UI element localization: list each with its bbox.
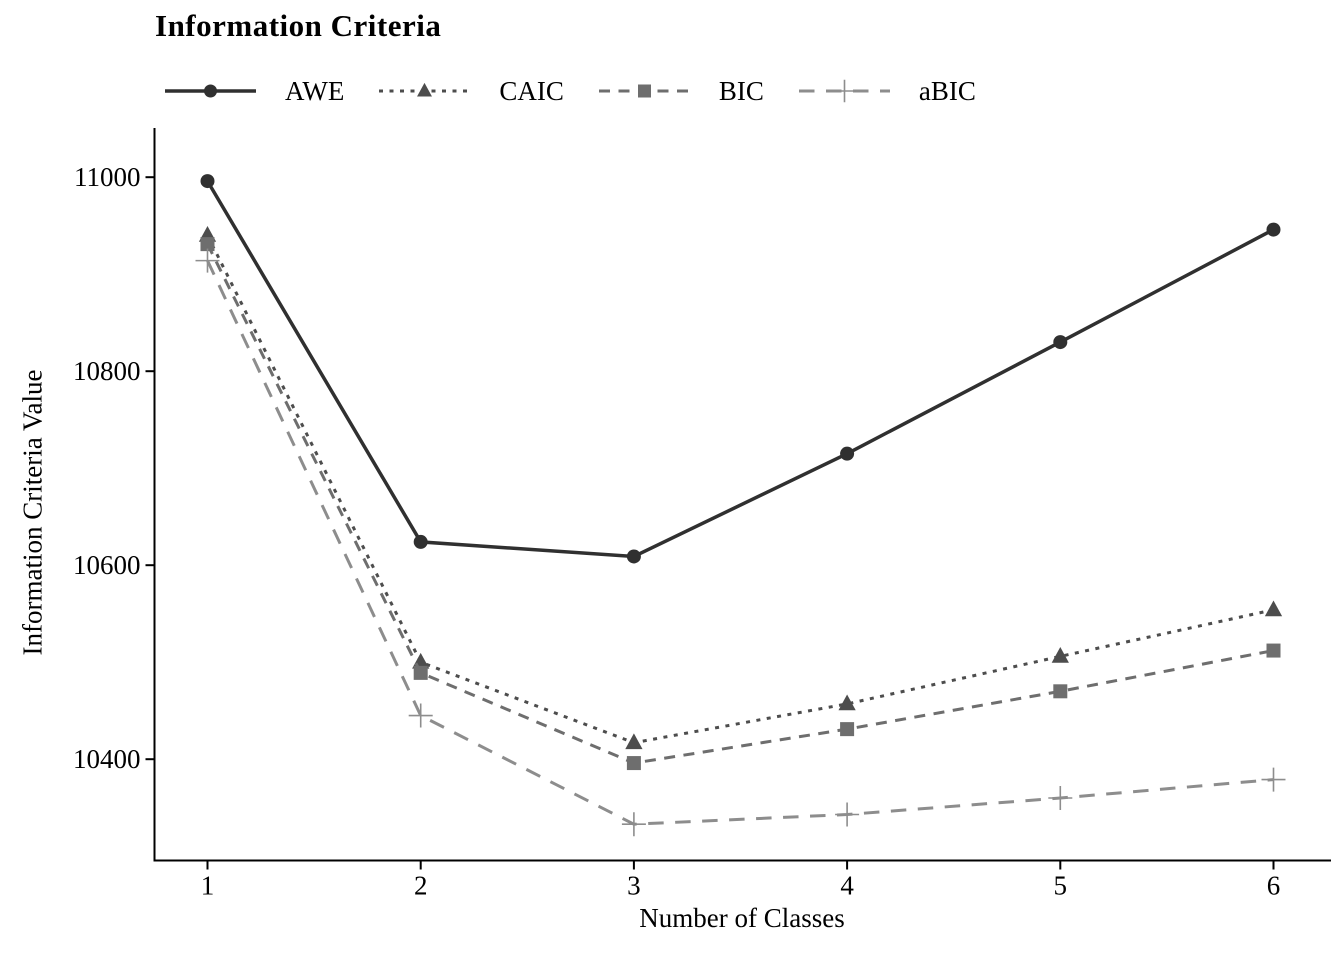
legend-label-abic: aBIC	[918, 75, 976, 106]
y-tick-label: 10400	[73, 744, 141, 774]
marker-awe-6	[1266, 222, 1281, 237]
y-tick-label: 11000	[74, 162, 141, 192]
chart-title: Information Criteria	[155, 8, 442, 43]
marker-bic-6	[1266, 643, 1281, 658]
x-tick-label: 5	[1054, 871, 1068, 901]
legend-sample-caic-triangle-icon	[379, 82, 471, 97]
marker-caic-6	[1264, 600, 1283, 617]
legend-marker-circle-icon	[204, 84, 217, 98]
marker-awe-3	[626, 549, 641, 564]
x-tick-label: 3	[627, 871, 641, 901]
legend-sample-awe-circle-icon	[165, 84, 256, 98]
marker-awe-5	[1053, 335, 1068, 350]
marker-abic-6	[1261, 767, 1286, 792]
marker-abic-3	[621, 812, 646, 837]
legend-marker-triangle-icon	[417, 82, 433, 97]
legend-sample-bic-square-icon	[598, 84, 690, 98]
series-line-abic	[206, 259, 1274, 826]
y-tick-label: 10600	[73, 550, 141, 580]
x-tick-label: 2	[414, 871, 428, 901]
x-axis-title: Number of Classes	[639, 903, 845, 933]
legend-sample-abic-plus-icon	[798, 79, 890, 103]
marker-bic-4	[840, 722, 855, 737]
marker-bic-2	[413, 665, 428, 680]
marker-abic-2	[408, 703, 433, 728]
x-tick-label: 6	[1267, 871, 1281, 901]
legend-label-caic: CAIC	[499, 75, 564, 106]
x-tick-label: 4	[840, 871, 854, 901]
marker-bic-5	[1053, 684, 1068, 699]
marker-bic-1	[200, 237, 215, 252]
legend-label-bic: BIC	[718, 75, 764, 106]
legend-item-bic: BIC	[597, 74, 764, 108]
marker-abic-1	[195, 248, 220, 273]
marker-abic-5	[1048, 786, 1073, 810]
legend-label-awe: AWE	[285, 75, 345, 106]
legend-item-abic: aBIC	[797, 74, 976, 108]
series-line-awe	[205, 180, 1275, 559]
legend-marker-plus-icon	[833, 79, 856, 103]
series-line-caic	[206, 234, 1274, 745]
legend: AWE CAIC BIC aBIC	[163, 72, 976, 110]
legend-item-caic: CAIC	[377, 74, 564, 108]
marker-awe-1	[200, 174, 215, 189]
marker-awe-2	[413, 534, 428, 549]
legend-marker-square-icon	[637, 84, 651, 98]
y-tick-label: 10800	[73, 356, 141, 386]
marker-abic-4	[835, 802, 860, 827]
legend-item-awe: AWE	[163, 74, 344, 108]
marker-caic-3	[625, 733, 643, 750]
series-line-bic	[206, 243, 1274, 765]
marker-bic-3	[626, 756, 641, 771]
x-tick-label: 1	[201, 871, 215, 901]
marker-caic-4	[838, 694, 856, 711]
marker-awe-4	[840, 446, 855, 461]
marker-caic-5	[1051, 647, 1069, 663]
